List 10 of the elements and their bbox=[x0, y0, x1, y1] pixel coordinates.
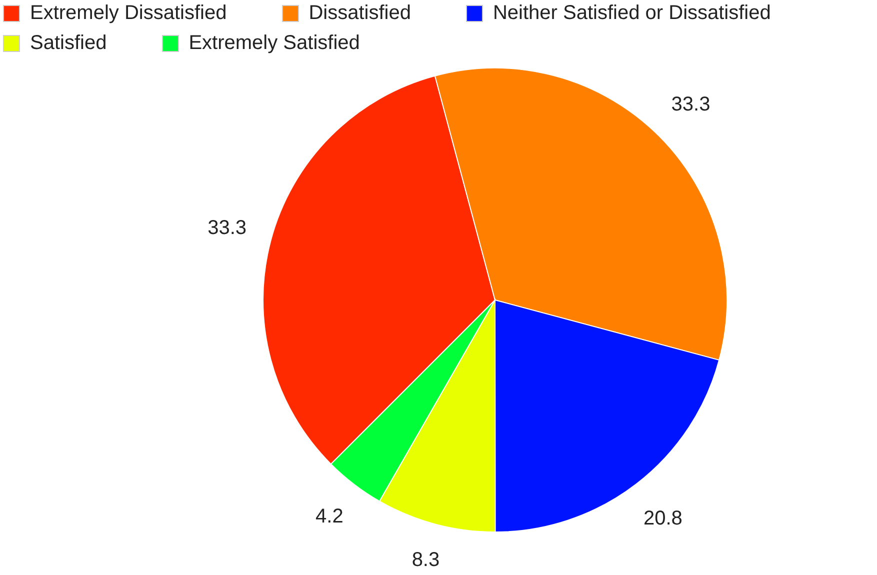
data-label: 8.3 bbox=[412, 549, 440, 572]
data-label: 33.3 bbox=[208, 217, 247, 240]
data-label: 20.8 bbox=[644, 508, 682, 530]
legend-label: Extremely Dissatisfied bbox=[30, 2, 227, 24]
data-label: 4.2 bbox=[316, 505, 344, 528]
legend-label: Dissatisfied bbox=[308, 2, 411, 24]
data-label: 33.3 bbox=[671, 93, 710, 116]
legend-label: Neither Satisfied or Dissatisfied bbox=[492, 2, 771, 24]
legend-label: Satisfied bbox=[30, 32, 107, 54]
legend-label: Extremely Satisfied bbox=[188, 32, 360, 54]
